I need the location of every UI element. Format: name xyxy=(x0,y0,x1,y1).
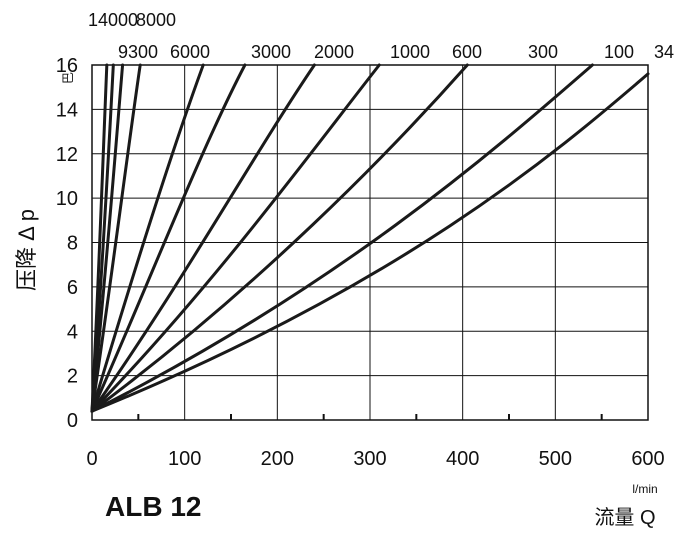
grid xyxy=(91,64,649,421)
series-line-9300 xyxy=(90,63,125,413)
curve-label-9300: 9300 xyxy=(118,42,158,62)
y-tick-label: 2 xyxy=(67,366,78,388)
x-axis-label: 流量 Q xyxy=(594,506,655,529)
y-tick-label: 14 xyxy=(56,99,78,121)
plot-frame xyxy=(91,64,649,421)
y-unit-label: 巴 xyxy=(61,72,75,84)
y-tick-label: 16 xyxy=(56,55,78,77)
series-line-600 xyxy=(90,63,381,413)
x-tick-label: 600 xyxy=(631,448,664,470)
curve-label-100: 100 xyxy=(604,42,634,62)
curve-label-600: 600 xyxy=(452,42,482,62)
series-line-8000 xyxy=(90,63,115,413)
y-tick-label: 12 xyxy=(56,144,78,166)
series-line-1000 xyxy=(90,63,316,413)
y-tick-label: 8 xyxy=(67,233,78,255)
series-line-2000 xyxy=(90,63,247,413)
top-label-8000: 8000 xyxy=(136,10,176,30)
y-tick-label: 4 xyxy=(67,321,78,343)
y-tick-label: 10 xyxy=(56,188,78,210)
series-line-100 xyxy=(90,63,594,413)
curve-labels: 9300 6000 3000 2000 1000 600 300 100 34 xyxy=(118,42,674,62)
y-axis-label: 压降 Δ p xyxy=(14,209,39,291)
x-tick-label: 200 xyxy=(261,448,294,470)
curves xyxy=(90,63,650,413)
series-line-34 xyxy=(90,72,650,413)
x-tick-label: 0 xyxy=(86,448,97,470)
x-tick-label: 100 xyxy=(168,448,201,470)
series-line-300 xyxy=(90,63,469,413)
series-line-6000 xyxy=(90,63,142,413)
x-unit-label: l/min xyxy=(632,482,657,496)
chart-title: ALB 12 xyxy=(105,491,201,522)
curve-label-2000: 2000 xyxy=(314,42,354,62)
y-tick-label: 6 xyxy=(67,277,78,299)
series-line-3000 xyxy=(90,63,205,413)
top-label-14000: 14000 xyxy=(88,10,138,30)
curve-label-1000: 1000 xyxy=(390,42,430,62)
x-tick-labels: 0 100 200 300 400 500 600 xyxy=(86,448,664,470)
curve-label-34: 34 xyxy=(654,42,674,62)
curve-label-6000: 6000 xyxy=(170,42,210,62)
y-tick-label: 0 xyxy=(67,410,78,432)
x-tick-label: 300 xyxy=(353,448,386,470)
x-tick-label: 400 xyxy=(446,448,479,470)
curve-label-300: 300 xyxy=(528,42,558,62)
y-tick-labels: 0 2 4 6 8 10 12 14 16 xyxy=(56,55,78,432)
x-tick-label: 500 xyxy=(539,448,572,470)
curve-label-3000: 3000 xyxy=(251,42,291,62)
